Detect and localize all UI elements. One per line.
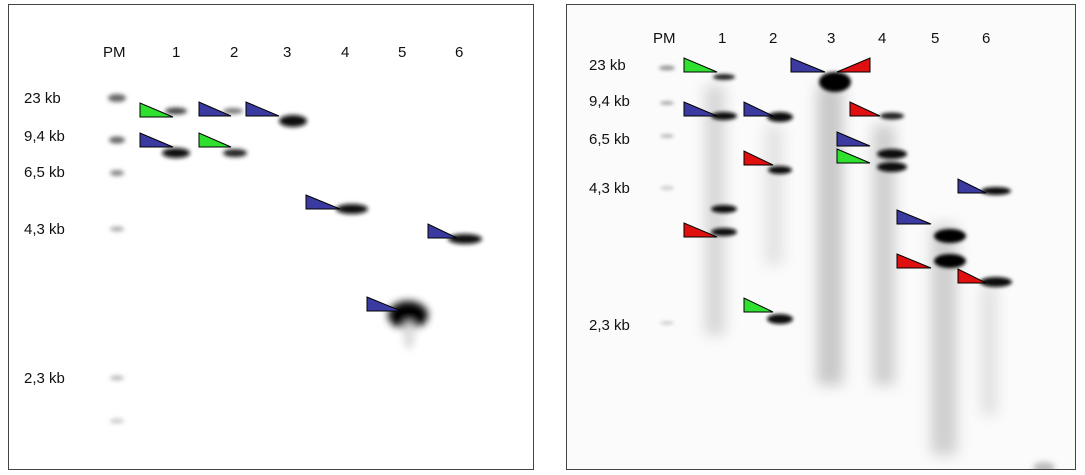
lane-label-2: 2 <box>769 30 778 47</box>
ladder-band <box>660 321 674 325</box>
lane-label-2: 2 <box>230 44 239 61</box>
green-arrowhead <box>683 57 718 73</box>
lane-label-pm: PM <box>103 44 126 61</box>
lane-label-5: 5 <box>931 30 940 47</box>
green-arrowhead <box>198 132 232 148</box>
red-arrowhead <box>836 57 871 73</box>
size-label-6-5kb: 6,5 kb <box>589 131 630 148</box>
dna-band <box>336 204 368 214</box>
dna-band <box>388 301 428 329</box>
dna-band <box>279 115 307 127</box>
lane-label-6: 6 <box>982 30 991 47</box>
dna-band <box>223 149 247 157</box>
dna-band <box>711 112 737 120</box>
red-arrowhead <box>743 150 774 166</box>
lane-smear <box>765 125 783 265</box>
blue-arrowhead <box>790 57 826 73</box>
red-arrowhead <box>957 268 987 284</box>
red-arrowhead <box>849 101 881 117</box>
gel-panel-a: PM 1 2 3 4 5 6 23 kb 9,4 kb 6,5 kb 4,3 k… <box>8 4 534 470</box>
dna-band <box>767 314 793 324</box>
dna-band <box>711 205 737 213</box>
green-arrowhead <box>139 102 174 118</box>
dna-band <box>981 187 1011 195</box>
artifact-spot <box>1033 462 1055 469</box>
gel-panel-b: PM 1 2 3 4 5 6 23 kb 9,4 kb 6,5 kb 4,3 k… <box>566 4 1076 470</box>
lane-label-3: 3 <box>827 30 836 47</box>
size-label-23kb: 23 kb <box>24 90 61 107</box>
size-label-4-3kb: 4,3 kb <box>24 221 65 238</box>
dna-band <box>768 166 792 174</box>
size-label-9-4kb: 9,4 kb <box>589 93 630 110</box>
ladder-band <box>660 186 674 190</box>
lane-label-1: 1 <box>718 30 727 47</box>
dna-band <box>934 229 966 243</box>
blue-arrowhead <box>366 296 402 312</box>
blue-arrowhead <box>957 178 987 194</box>
dna-band <box>448 234 482 244</box>
dna-band <box>223 108 243 114</box>
red-arrowhead <box>896 253 932 269</box>
lane-label-6: 6 <box>455 44 464 61</box>
ladder-band <box>110 170 124 176</box>
lane-smear <box>873 125 895 385</box>
dna-band <box>711 228 737 236</box>
ladder-band <box>660 101 674 105</box>
ladder-band <box>110 418 124 424</box>
dna-band <box>934 254 966 268</box>
gel-image-a <box>108 94 482 424</box>
ladder-band <box>109 136 125 144</box>
size-label-9-4kb: 9,4 kb <box>24 128 65 145</box>
blue-arrowhead <box>683 101 718 117</box>
dna-band <box>713 74 735 80</box>
ladder-band <box>659 65 675 71</box>
ladder-band <box>108 94 126 102</box>
dna-band <box>819 72 851 92</box>
lane-label-4: 4 <box>341 44 350 61</box>
dna-band <box>877 162 907 172</box>
lane-smear <box>981 285 997 415</box>
blue-arrowhead <box>139 132 174 148</box>
green-arrowhead <box>743 297 774 313</box>
lane-label-4: 4 <box>878 30 887 47</box>
ladder-band <box>110 226 124 232</box>
lane-label-3: 3 <box>283 44 292 61</box>
size-label-4-3kb: 4,3 kb <box>589 180 630 197</box>
blue-arrowhead <box>305 194 341 210</box>
blue-arrowhead <box>896 209 932 225</box>
size-label-2-3kb: 2,3 kb <box>589 317 630 334</box>
blue-arrowhead <box>743 101 774 117</box>
lane-label-1: 1 <box>172 44 181 61</box>
ladder-band <box>110 375 124 381</box>
dna-band <box>165 107 187 115</box>
dna-band <box>980 277 1012 287</box>
blue-arrowhead <box>245 101 280 117</box>
blue-arrowhead <box>427 223 458 239</box>
green-arrowhead <box>836 148 871 164</box>
dna-band <box>162 148 190 158</box>
lane-label-5: 5 <box>398 44 407 61</box>
gel-image-b <box>659 57 1055 469</box>
size-label-23kb: 23 kb <box>589 57 626 74</box>
blue-arrowhead <box>198 101 232 117</box>
dna-band <box>767 112 793 122</box>
size-label-6-5kb: 6,5 kb <box>24 164 65 181</box>
lane-smear <box>817 85 843 385</box>
dna-band <box>877 149 907 159</box>
blue-arrowhead <box>836 131 871 147</box>
lane-label-pm: PM <box>653 30 676 47</box>
size-label-2-3kb: 2,3 kb <box>24 370 65 387</box>
dna-band <box>880 112 904 120</box>
red-arrowhead <box>683 222 718 238</box>
ladder-band <box>660 134 674 138</box>
